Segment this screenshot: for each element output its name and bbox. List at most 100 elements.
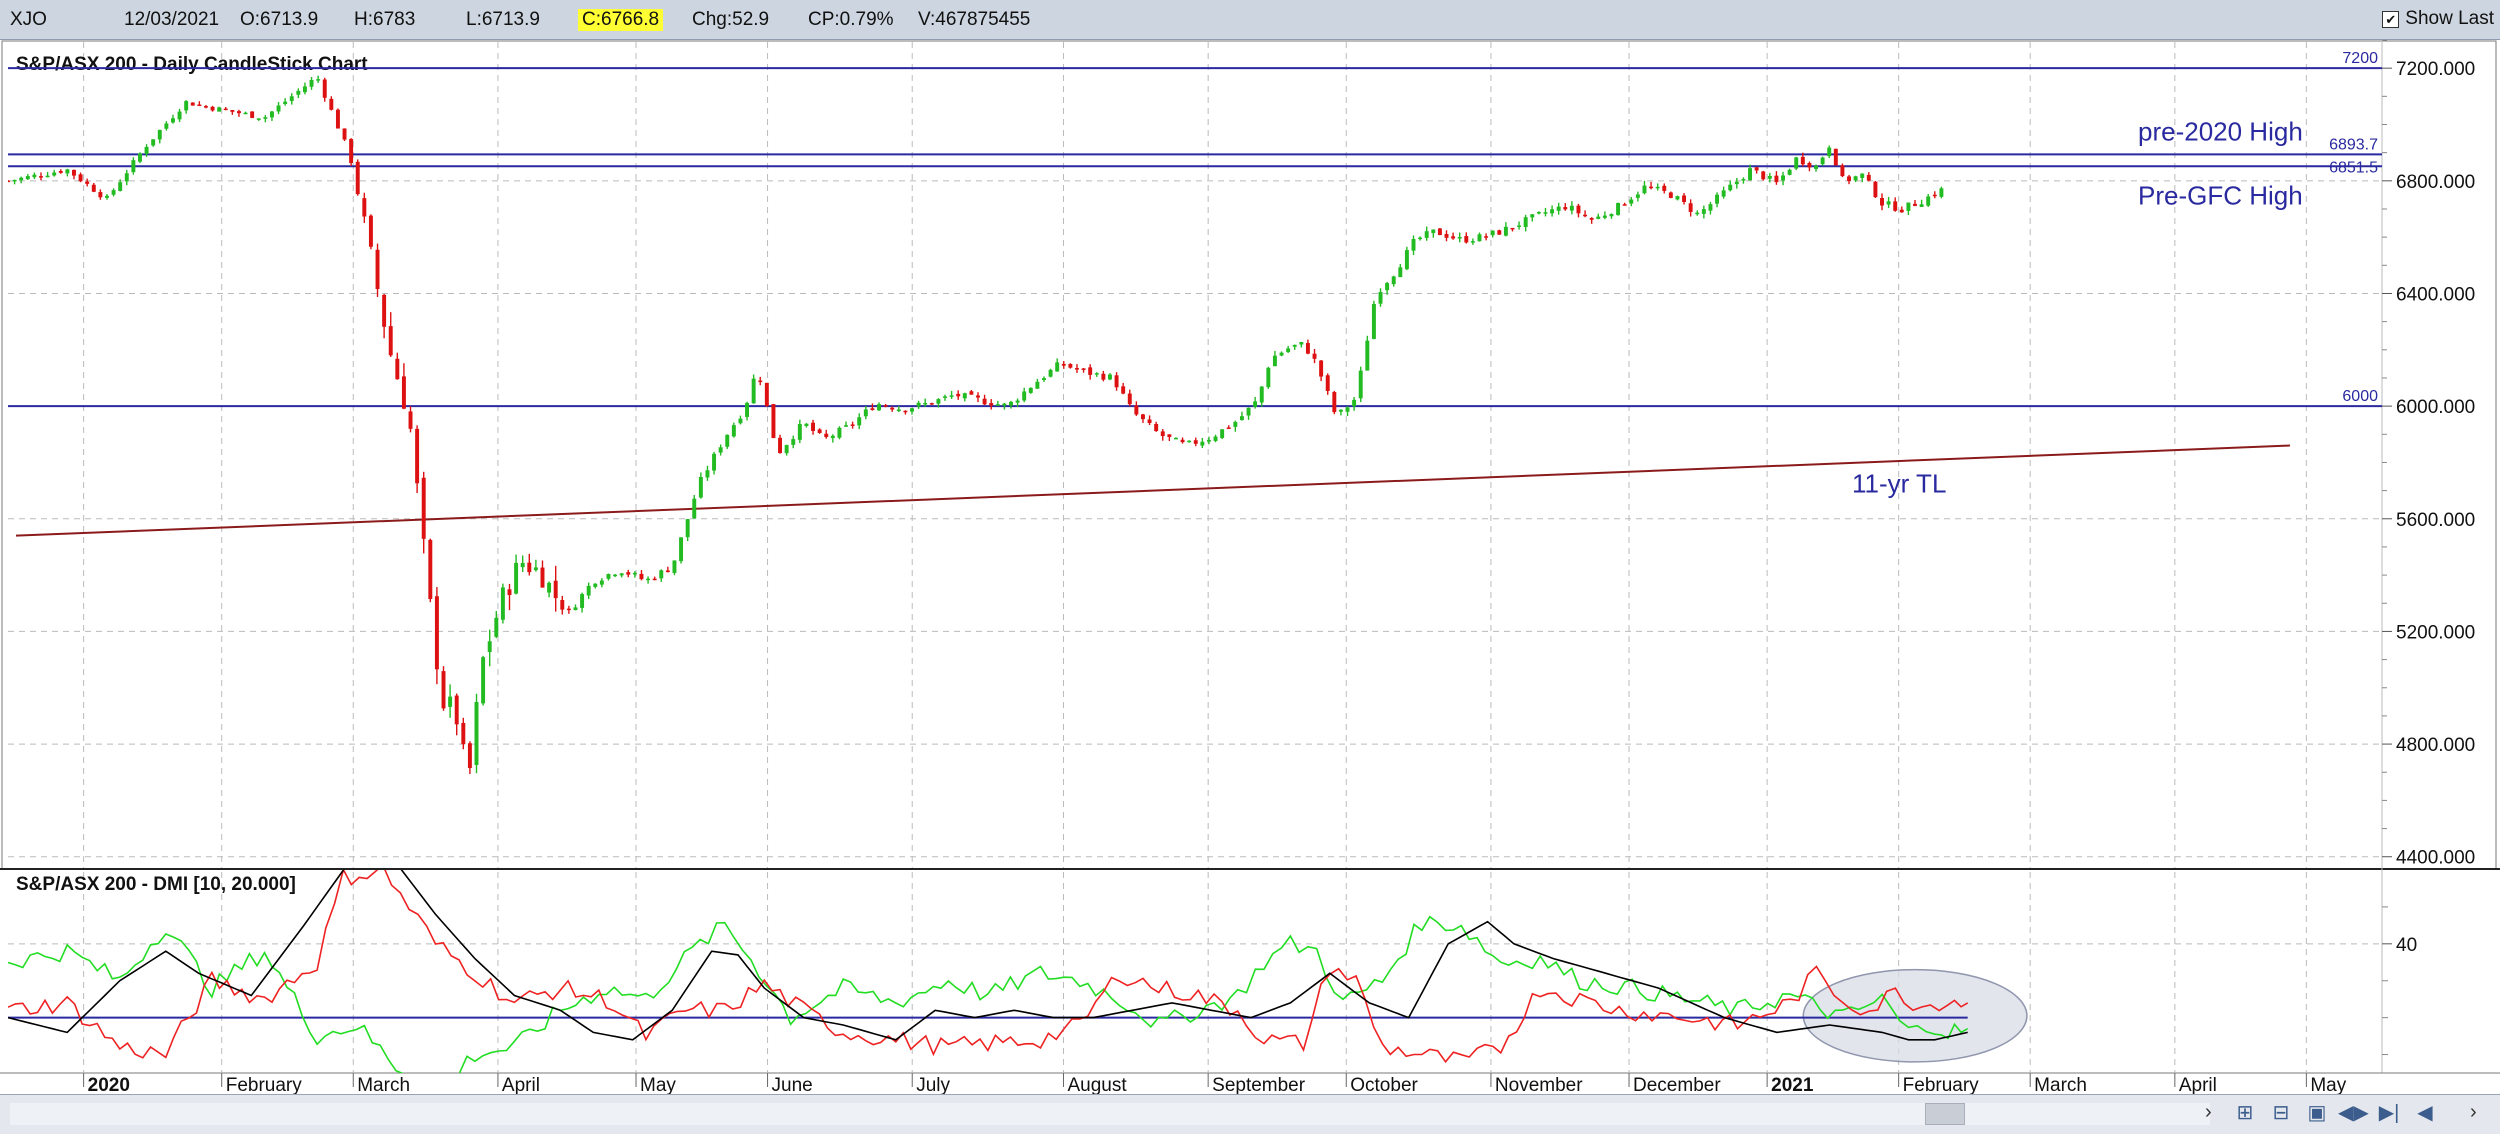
candle-body xyxy=(758,380,763,383)
candle-body xyxy=(804,423,809,426)
candle-body xyxy=(1787,169,1792,175)
annotation-11-yr-tl: 11-yr TL xyxy=(1852,468,1946,498)
candle-body xyxy=(1906,202,1911,211)
quote-volume: V:467875455 xyxy=(918,9,1031,30)
candle-body xyxy=(1121,386,1126,394)
candle-body xyxy=(929,403,934,405)
annotation-pre-gfc-high: Pre-GFC High xyxy=(2138,180,2303,210)
candle-body xyxy=(1305,342,1310,354)
candle-body xyxy=(1206,439,1211,442)
candle-body xyxy=(1279,352,1284,356)
candle-body xyxy=(1926,196,1931,206)
dmi-chart-title: S&P/ASX 200 - DMI [10, 20.000] xyxy=(16,874,296,895)
scroll-right-arrow[interactable]: › xyxy=(2205,1101,2212,1123)
candle-body xyxy=(751,378,756,404)
candle-body xyxy=(1266,367,1271,388)
candle-body xyxy=(78,174,83,182)
candle-body xyxy=(1866,174,1871,181)
candle-body xyxy=(276,105,281,112)
jump-end-icon[interactable]: ▶| xyxy=(2378,1102,2400,1124)
candle-body xyxy=(1332,392,1337,413)
fit-icon[interactable]: ◀▶ xyxy=(2338,1102,2369,1124)
candle-body xyxy=(698,477,703,498)
candle-body xyxy=(982,398,987,405)
candle-body xyxy=(705,470,710,478)
scrollbar-thumb[interactable] xyxy=(1925,1103,1965,1125)
candle-body xyxy=(1411,239,1416,251)
candle-body xyxy=(151,139,156,146)
zoom-in-icon[interactable]: ⊞ xyxy=(2236,1102,2254,1124)
quote-change-pct: CP:0.79% xyxy=(808,9,894,30)
dmi-panel[interactable]: 40 S&P/ASX 200 - DMI [10, 20.000] xyxy=(0,833,2500,1088)
candle-body xyxy=(877,404,881,411)
candle-body xyxy=(1107,374,1112,380)
x-tick-label: 2021 xyxy=(1771,1075,1814,1094)
candle-body xyxy=(474,701,479,765)
zoom-out-icon[interactable]: ⊟ xyxy=(2272,1102,2290,1124)
candle-body xyxy=(1893,201,1898,211)
candle-body xyxy=(25,176,30,180)
candle-body xyxy=(500,587,505,620)
candle-body xyxy=(1299,342,1304,345)
candle-body xyxy=(1708,204,1713,211)
candle-body xyxy=(1616,203,1621,215)
x-tick-label: November xyxy=(1495,1075,1583,1094)
candle-body xyxy=(230,110,235,112)
candle-body xyxy=(1015,400,1020,403)
price-chart-title: S&P/ASX 200 - Daily CandleStick Chart xyxy=(16,54,368,75)
candle-body xyxy=(382,294,387,327)
candle-body xyxy=(718,447,723,453)
quote-low: L:6713.9 xyxy=(466,9,540,30)
candle-body xyxy=(1352,399,1357,407)
candle-body xyxy=(1761,171,1766,180)
save-icon[interactable]: ▣ xyxy=(2307,1102,2327,1124)
candle-body xyxy=(962,393,967,399)
candle-body xyxy=(619,573,624,576)
candle-body xyxy=(976,395,980,398)
candle-body xyxy=(1807,163,1812,168)
candle-body xyxy=(1688,203,1693,212)
candle-body xyxy=(362,198,367,217)
chart-area[interactable]: 7200.000 6800.000 6400.000 6000.000 5600.000… xyxy=(0,40,2500,1094)
candle-body xyxy=(1477,234,1482,242)
candle-body xyxy=(850,424,855,426)
candle-body xyxy=(1391,276,1396,285)
candle-body xyxy=(1715,194,1720,204)
candle-body xyxy=(1114,375,1119,388)
show-last-checkbox[interactable]: ✔ xyxy=(2382,10,2400,28)
candle-body xyxy=(679,537,684,562)
candle-body xyxy=(1820,157,1825,165)
candle-body xyxy=(1451,236,1456,239)
quote-change: Chg:52.9 xyxy=(692,9,770,30)
candle-body xyxy=(250,111,255,118)
dmi-y-tick-label: 40 xyxy=(2396,935,2417,956)
candle-body xyxy=(956,393,961,397)
candle-body xyxy=(1338,409,1343,412)
candle-body xyxy=(1609,214,1614,217)
candle-body xyxy=(428,539,433,600)
right-arrow[interactable]: › xyxy=(2470,1101,2477,1123)
candle-body xyxy=(236,111,241,114)
candle-body xyxy=(817,429,822,433)
candle-body xyxy=(164,123,169,129)
candle-body xyxy=(1220,429,1225,438)
symbol: XJO xyxy=(10,9,47,30)
candle-body xyxy=(1457,236,1462,239)
show-last-toggle[interactable]: ✔ Show Last xyxy=(2382,8,2494,30)
candle-body xyxy=(223,108,228,111)
candle-body xyxy=(1147,419,1152,423)
candle-body xyxy=(1800,156,1805,165)
candle-body xyxy=(1009,401,1013,406)
candle-body xyxy=(1187,440,1192,443)
candle-body xyxy=(289,96,294,102)
price-panel[interactable]: 7200.000 6800.000 6400.000 6000.000 5600.000… xyxy=(0,40,2500,1073)
candle-body xyxy=(124,173,129,182)
candle-body xyxy=(1833,148,1838,166)
candle-body xyxy=(1583,214,1588,217)
candle-body xyxy=(197,104,202,107)
candle-body xyxy=(1741,179,1746,181)
x-tick-label: April xyxy=(2179,1075,2217,1094)
x-tick-label: October xyxy=(1350,1075,1418,1094)
step-back-icon[interactable]: ◀ xyxy=(2417,1102,2433,1124)
horizontal-scrollbar[interactable] xyxy=(10,1103,2210,1125)
